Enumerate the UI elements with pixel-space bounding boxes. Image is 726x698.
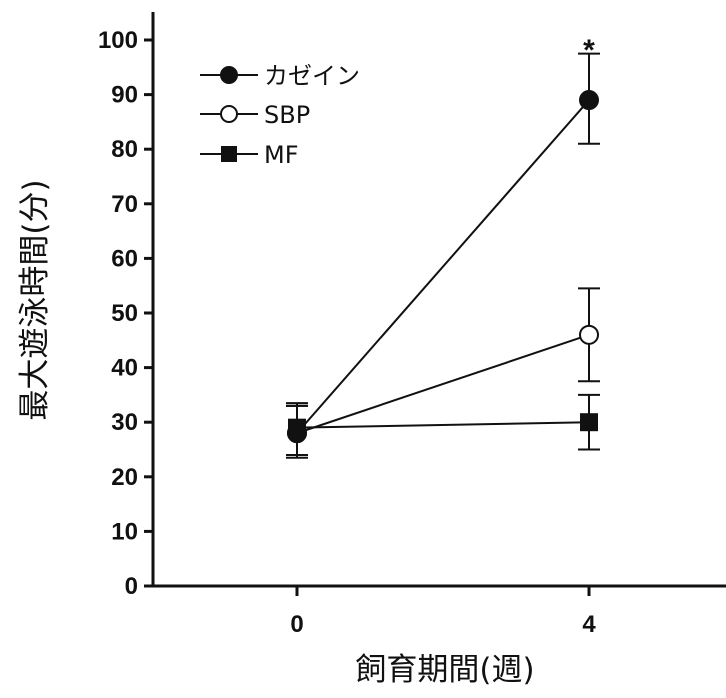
data-point xyxy=(221,146,237,162)
y-tick-label: 100 xyxy=(98,27,138,54)
y-axis-title: 最大遊泳時間(分) xyxy=(17,179,53,420)
legend-label: SBP xyxy=(264,101,310,129)
y-tick-label: 0 xyxy=(125,573,138,600)
y-tick-label: 70 xyxy=(111,191,138,218)
y-tick-label: 10 xyxy=(111,518,138,545)
data-point xyxy=(220,105,238,123)
legend-label: カゼイン xyxy=(264,62,360,90)
y-tick-label: 90 xyxy=(111,82,138,109)
data-point xyxy=(579,90,599,111)
error-bars xyxy=(286,52,600,459)
x-tick-label: 4 xyxy=(582,611,596,638)
data-point xyxy=(579,324,599,345)
series-line xyxy=(296,333,590,435)
series-line xyxy=(296,421,590,429)
x-axis-title: 飼育期間(週) xyxy=(355,652,534,688)
significance-marker: * xyxy=(583,34,595,67)
series-lines xyxy=(296,99,590,435)
y-tick-label: 60 xyxy=(111,245,138,272)
x-tick-label: 0 xyxy=(290,611,303,638)
axes xyxy=(151,12,726,588)
y-tick-label: 20 xyxy=(111,464,138,491)
data-point xyxy=(220,66,238,84)
data-point xyxy=(287,423,307,444)
series-line xyxy=(296,99,590,434)
data-point xyxy=(580,413,598,432)
y-ticks: 0 10 20 30 40 50 60 70 80 90 100 xyxy=(98,27,153,600)
y-tick-label: 50 xyxy=(111,300,138,327)
annotations: * xyxy=(583,34,595,67)
y-tick-label: 30 xyxy=(111,409,138,436)
legend: カゼイン SBP MF xyxy=(200,62,360,169)
data-markers xyxy=(287,90,599,444)
legend-label: MF xyxy=(264,141,299,169)
y-tick-label: 40 xyxy=(111,355,138,382)
y-tick-label: 80 xyxy=(111,136,138,163)
